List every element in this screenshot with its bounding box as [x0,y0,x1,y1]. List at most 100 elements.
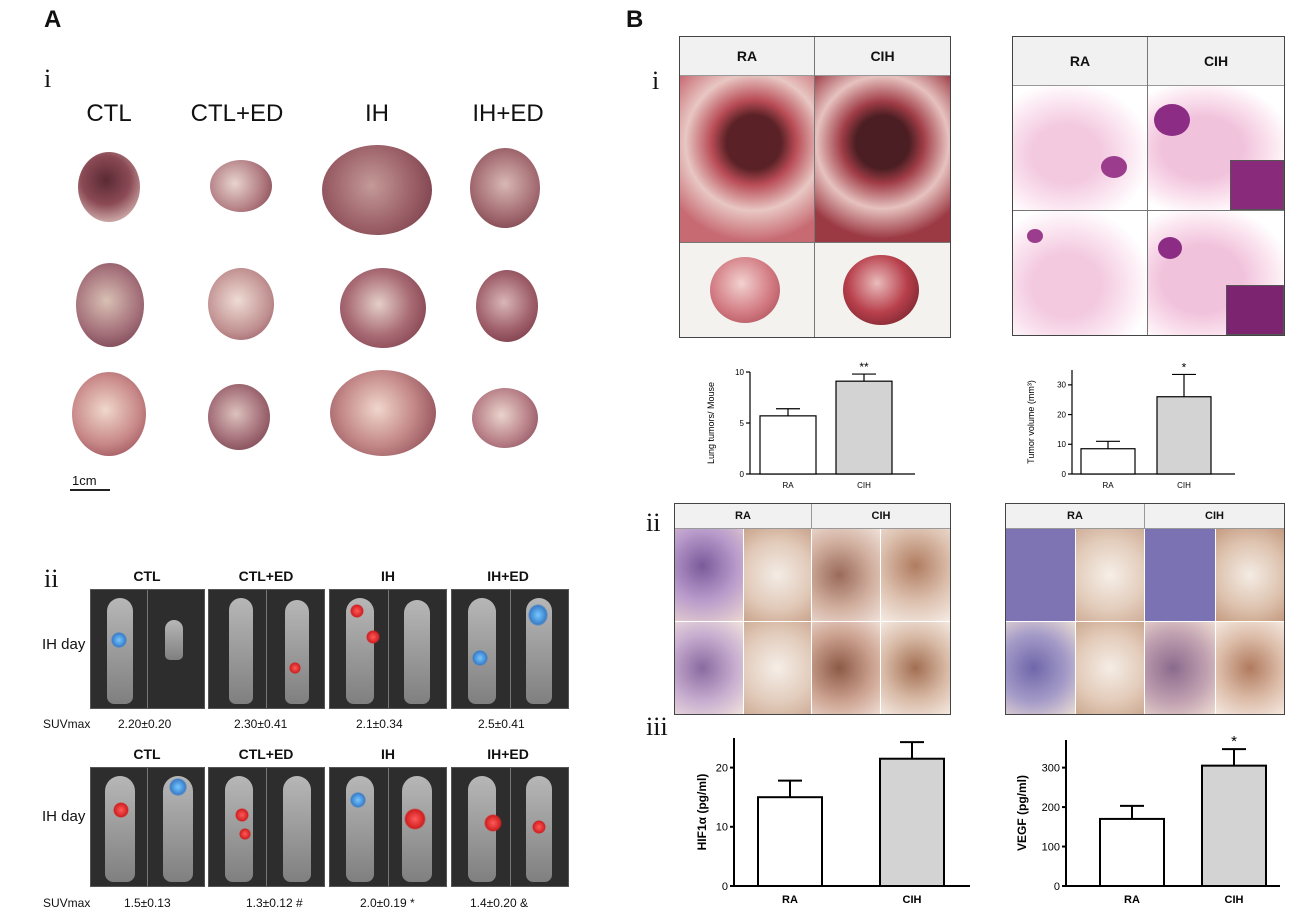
bar-cih [879,757,945,887]
ihc-vegf-grid: RA CIH [1005,503,1285,715]
y-axis-label: VEGF (pg/ml) [1015,775,1029,851]
tumor-ctl-ed-3 [208,384,270,450]
day15-suv-ctl: 2.20±0.20 [118,717,172,731]
x-tick-label: RA [1102,481,1114,490]
y-tick-label: 0 [722,881,728,893]
bar-cih [1156,396,1212,475]
histo-ra-bottom [1013,211,1147,335]
x-tick-label: RA [1124,894,1140,906]
lung-photo-ra-top [680,76,814,242]
bar-ra [1099,817,1165,887]
pet-scan-day30-ctl-ed [208,767,325,887]
y-axis-label: Tumor volume (mm³) [1026,380,1036,464]
tumor-ctl-ed-1 [210,160,272,212]
y-tick-label: 0 [1062,470,1067,479]
ihc-left-header-ra: RA [675,504,812,529]
tumor-ih-ed-1 [470,148,540,228]
y-tick-label: 10 [1057,440,1066,449]
day30-header-ih-ed: IH+ED [487,746,529,762]
y-tick-label: 30 [1057,381,1066,390]
panel-b-label: B [626,6,644,33]
day15-suv-ih: 2.1±0.34 [356,717,403,731]
histology-grid: RA CIH [1012,36,1285,336]
pet-scan-day15-ih [329,589,447,709]
day15-header-ih: IH [381,568,395,584]
y-tick-label: 0 [1054,881,1060,893]
tumor-ctl-3 [72,372,146,456]
day30-suv-label: SUVmax [43,896,91,910]
panel-b-ii-label: ii [646,508,661,537]
tumor-ctl-1 [78,152,140,222]
y-tick-label: 200 [1042,802,1060,814]
y-tick-label: 5 [740,419,745,428]
y-tick-label: 300 [1042,762,1060,774]
bar-cih [1201,764,1267,887]
day30-header-ctl-ed: CTL+ED [238,746,294,762]
day30-header-ctl: CTL [133,746,161,762]
panel-a-i-label: i [44,64,52,93]
ihc-left-header-cih: CIH [812,504,950,529]
panel-b-iii-label: iii [646,712,668,741]
x-tick-label: CIH [1177,481,1191,490]
chart-tumor-volume: 0 10 20 30 Tumor volume (mm³) RA CIH * [1026,360,1235,490]
lung-photo-cih-bottom [815,243,950,337]
tumor-ih-ed-3 [472,388,538,448]
pet-scan-day30-ctl [90,767,205,887]
ihc-right-header-cih: CIH [1145,504,1284,529]
tumor-ih-2 [340,268,426,348]
bar-ra [759,415,817,475]
y-tick-label: 20 [716,762,728,774]
x-tick-label: RA [782,894,798,906]
lung-photo-ra-bottom [680,243,814,337]
y-tick-label: 10 [735,368,744,377]
y-tick-label: 20 [1057,410,1066,419]
tumor-ih-3 [330,370,436,456]
x-tick-label: CIH [857,481,871,490]
day15-suv-ctl-ed: 2.30±0.41 [234,717,288,731]
panel-a-ii-label: ii [44,564,59,593]
tumor-ctl-2 [76,263,144,347]
chart-vegf: 0 100 200 300 VEGF (pg/ml) RA CIH * [1015,733,1280,906]
bar-ra [757,796,823,887]
pet-scan-day15-ih-ed [451,589,569,709]
significance-marker: * [1182,360,1187,374]
chart-hif1a: 0 10 20 HIF1α (pg/ml) RA CIH [695,738,970,906]
day15-header-ctl-ed: CTL+ED [238,568,294,584]
group-header-ih-ed: IH+ED [472,100,544,127]
group-header-ih: IH [365,100,389,127]
x-tick-label: RA [782,481,794,490]
panel-a-label: A [44,6,62,33]
x-tick-label: CIH [903,894,922,906]
scale-bar [70,489,110,491]
tumor-ctl-ed-2 [208,268,274,340]
ihc-hif1a-grid: RA CIH [674,503,951,715]
day15-suv-ih-ed: 2.5±0.41 [478,717,525,731]
day30-header-ih: IH [381,746,395,762]
ihc-right-header-ra: RA [1006,504,1145,529]
pet-scan-day30-ih-ed [451,767,569,887]
day30-suv-ih-ed: 1.4±0.20 & [470,896,528,910]
y-tick-label: 100 [1042,841,1060,853]
day15-header-ctl: CTL [133,568,161,584]
histo-cih-top [1148,86,1284,210]
photo-header-cih: CIH [815,37,950,76]
x-tick-label: CIH [1225,894,1244,906]
pet-scan-day30-ih [329,767,447,887]
tumor-ih-1 [322,145,432,235]
histo-ra-top [1013,86,1147,210]
lung-photo-grid: RA CIH [679,36,951,338]
significance-marker: * [1231,733,1237,750]
day30-suv-ih: 2.0±0.19 * [360,896,415,910]
photo-header-ra: RA [680,37,815,76]
chart-lung-tumors: 0 5 10 Lung tumors/ Mouse RA CIH ** [706,360,915,490]
pet-scan-day15-ctl-ed [208,589,325,709]
day30-suv-ctl-ed: 1.3±0.12 # [246,896,303,910]
y-tick-label: 0 [740,470,745,479]
histo-header-ra: RA [1013,37,1148,86]
significance-marker: ** [859,360,869,374]
scale-bar-label: 1cm [72,473,97,488]
bar-ra [1080,448,1136,475]
day15-suv-label: SUVmax [43,717,91,731]
histo-cih-bottom [1148,211,1284,335]
group-header-ctl: CTL [86,100,132,127]
